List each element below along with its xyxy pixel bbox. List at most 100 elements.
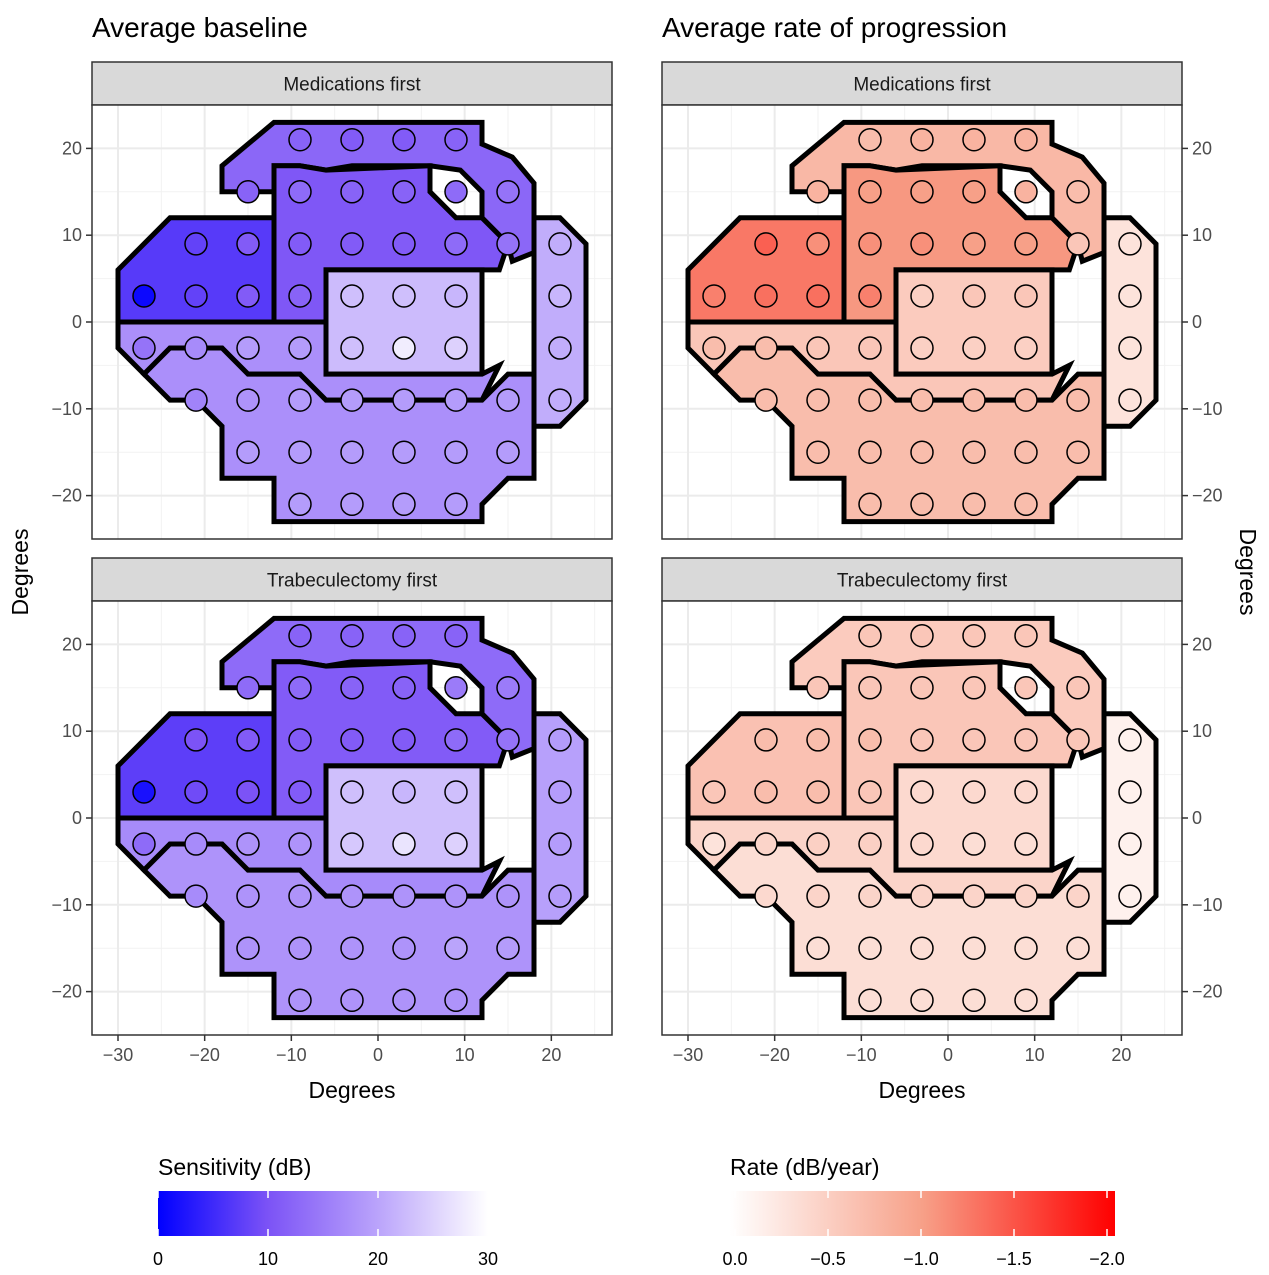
y-axis-ticks: 20 10 0 −10 −20 [51,634,92,1002]
x-tick-label: 20 [1111,1045,1131,1065]
legend-tick-label: −2.0 [1089,1249,1125,1269]
x-tick-label: −30 [673,1045,704,1065]
data-point [340,832,364,856]
facet-strip-label: Medications first [283,75,421,96]
data-point [806,728,830,752]
data-point [806,936,830,960]
data-point [340,180,364,204]
y-tick-label: −20 [51,982,82,1002]
data-point [1014,728,1038,752]
data-point [1066,936,1090,960]
data-point [392,780,416,804]
legend-tick-label: −1.0 [903,1249,939,1269]
data-point [1014,623,1038,648]
legend-sensitivity-ticks: 0 10 20 30 [153,1191,498,1269]
data-point [340,232,364,256]
data-point [340,336,364,360]
data-point [1118,780,1142,804]
data-point [858,728,882,752]
x-tick-label: −10 [276,1045,307,1065]
data-point [806,676,830,700]
data-point [340,728,364,752]
legend-tick-label: −0.5 [810,1249,846,1269]
y-axis-ticks: 20 10 0 −10 −20 [1182,138,1223,506]
data-point [1014,284,1038,308]
data-point [288,780,312,804]
data-point [184,832,208,856]
data-point [858,988,882,1013]
data-point [1014,127,1038,152]
data-point [236,232,260,256]
y-tick-label: 20 [1192,138,1212,158]
data-point [1066,232,1090,256]
data-point [444,884,468,908]
data-point [444,440,468,464]
title-left: Average baseline [92,12,308,43]
data-point [910,884,934,908]
data-point [910,988,934,1013]
data-point [236,884,260,908]
data-point [1014,492,1038,517]
data-point [910,780,934,804]
facet-strip-label: Medications first [853,75,991,96]
x-tick-label: −30 [103,1045,134,1065]
data-point [340,127,364,152]
data-point [548,832,572,856]
x-axis-label-right: Degrees [879,1077,966,1103]
data-point [496,440,520,464]
data-point [444,388,468,412]
region-temporal [531,215,589,429]
data-point [858,780,882,804]
data-point [392,676,416,700]
data-point [392,623,416,648]
x-tick-label: 0 [373,1045,383,1065]
data-point [910,936,934,960]
data-point [1014,936,1038,960]
data-point [288,936,312,960]
data-point [236,284,260,308]
y-tick-label: 0 [1192,808,1202,828]
data-point [754,884,778,908]
data-point [806,284,830,308]
data-point [340,676,364,700]
y-tick-label: −10 [1192,895,1223,915]
legend-sensitivity-title: Sensitivity (dB) [158,1154,311,1180]
data-point [1118,232,1142,256]
data-point [962,623,986,648]
legend-rate-colorbar [730,1191,1115,1236]
data-point [288,284,312,308]
facet-strip: Medications first [661,61,1183,106]
data-point [1066,388,1090,412]
data-point [340,492,364,517]
data-point [1014,780,1038,804]
data-point [910,388,934,412]
points [702,127,1142,517]
data-point [444,232,468,256]
data-point [754,336,778,360]
data-point [340,623,364,648]
facet-strip: Trabeculectomy first [661,557,1183,602]
data-point [392,180,416,204]
data-point [858,676,882,700]
data-point [392,492,416,517]
data-point [184,388,208,412]
x-tick-label: −20 [189,1045,220,1065]
y-tick-label: 10 [1192,225,1212,245]
y-tick-label: 10 [1192,721,1212,741]
data-point [340,440,364,464]
data-point [702,284,726,308]
data-point [806,336,830,360]
data-point [754,832,778,856]
x-axis-ticks: −30 −20 −10 0 10 20 [103,1035,561,1065]
data-point [288,440,312,464]
data-point [444,284,468,308]
data-point [702,780,726,804]
y-axis-label-right: Degrees [1235,529,1261,616]
y-tick-label: 20 [1192,634,1212,654]
data-point [236,388,260,412]
data-point [858,832,882,856]
facet-strip: Medications first [91,61,613,106]
data-point [236,832,260,856]
data-point [340,780,364,804]
data-point [1066,728,1090,752]
